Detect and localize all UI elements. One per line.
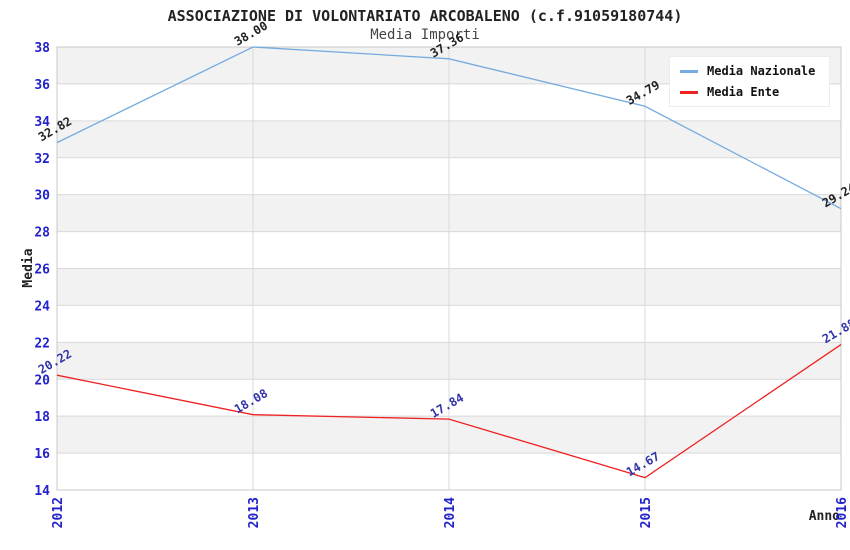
svg-text:32: 32 xyxy=(34,152,50,167)
svg-text:28: 28 xyxy=(34,226,50,241)
legend-swatch-media-ente-icon xyxy=(680,90,698,94)
svg-text:30: 30 xyxy=(34,189,50,204)
chart-subtitle: Media Importi xyxy=(370,27,480,43)
chart-title: ASSOCIAZIONE DI VOLONTARIATO ARCOBALENO … xyxy=(167,7,683,25)
legend-swatch-media-nazionale-icon xyxy=(680,69,698,73)
svg-text:18: 18 xyxy=(34,410,50,425)
svg-text:20: 20 xyxy=(34,373,50,388)
svg-text:14: 14 xyxy=(34,484,50,499)
svg-text:2014: 2014 xyxy=(443,497,458,528)
svg-text:2015: 2015 xyxy=(639,497,654,528)
svg-text:34: 34 xyxy=(34,115,50,130)
legend-entry-media-nazionale: Media Nazionale xyxy=(680,64,815,78)
svg-text:18.08: 18.08 xyxy=(232,386,270,416)
svg-text:38.00: 38.00 xyxy=(232,18,270,48)
svg-text:26: 26 xyxy=(34,263,50,278)
legend-entry-media-ente: Media Ente xyxy=(680,85,815,99)
svg-text:22: 22 xyxy=(34,336,50,351)
svg-text:21.88: 21.88 xyxy=(820,316,850,346)
svg-text:2013: 2013 xyxy=(247,497,262,528)
svg-text:2016: 2016 xyxy=(835,497,850,528)
svg-text:24: 24 xyxy=(34,299,50,314)
svg-text:2012: 2012 xyxy=(51,497,66,528)
x-axis-label: Anno xyxy=(808,509,840,524)
legend-label-media-nazionale: Media Nazionale xyxy=(707,64,816,78)
legend-label-media-ente: Media Ente xyxy=(707,85,780,99)
svg-text:14.67: 14.67 xyxy=(624,449,662,479)
svg-text:16: 16 xyxy=(34,447,50,462)
legend: Media Nazionale Media Ente xyxy=(669,56,831,107)
svg-text:36: 36 xyxy=(34,78,50,93)
svg-text:38: 38 xyxy=(34,41,50,56)
